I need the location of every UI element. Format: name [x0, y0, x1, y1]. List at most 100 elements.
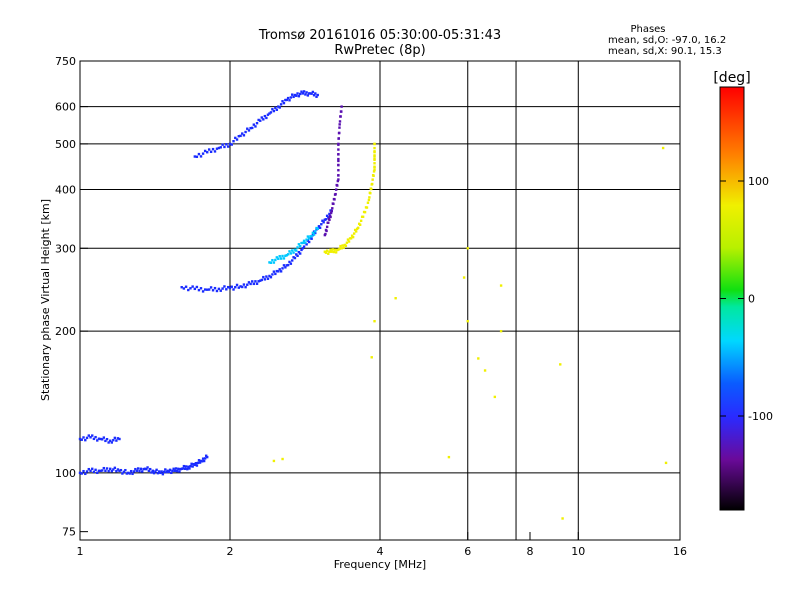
- data-point: [207, 148, 211, 151]
- data-point: [321, 219, 324, 222]
- data-point: [110, 469, 113, 473]
- data-point: [119, 468, 123, 472]
- data-point: [159, 471, 162, 475]
- data-point: [337, 137, 341, 140]
- data-point: [97, 437, 101, 440]
- data-point: [342, 246, 345, 249]
- data-point: [125, 472, 129, 475]
- data-point: [203, 149, 207, 153]
- data-point: [304, 93, 307, 96]
- data-point: [561, 517, 564, 520]
- data-point: [180, 286, 183, 289]
- data-point: [266, 113, 270, 116]
- data-point: [150, 471, 153, 474]
- data-point: [211, 147, 215, 151]
- data-point: [332, 250, 336, 254]
- data-point: [197, 459, 201, 462]
- data-point: [107, 469, 110, 473]
- data-point: [84, 472, 87, 476]
- data-point: [219, 146, 222, 149]
- data-point: [251, 126, 254, 130]
- data-point: [289, 262, 293, 265]
- data-point: [325, 225, 329, 229]
- data-point: [341, 244, 344, 247]
- data-point: [201, 290, 205, 293]
- data-point: [189, 464, 192, 468]
- data-point: [337, 163, 340, 167]
- data-point: [244, 285, 247, 289]
- data-point: [178, 470, 181, 473]
- data-point: [300, 241, 303, 245]
- data-point: [92, 437, 96, 441]
- data-point: [145, 467, 148, 471]
- data-point: [219, 289, 222, 292]
- data-point: [307, 240, 311, 244]
- data-point: [102, 436, 106, 439]
- data-point: [297, 243, 301, 246]
- data-point: [263, 278, 267, 281]
- data-point: [369, 192, 372, 195]
- data-point: [221, 143, 224, 146]
- data-point: [138, 469, 141, 473]
- data-point: [226, 285, 230, 289]
- data-point: [483, 369, 487, 372]
- data-point: [142, 467, 145, 471]
- data-point: [466, 247, 469, 250]
- data-point: [198, 461, 202, 464]
- data-point: [182, 464, 186, 468]
- data-point: [337, 142, 340, 146]
- data-point: [314, 92, 317, 95]
- data-point: [200, 460, 204, 463]
- data-point: [477, 357, 480, 360]
- data-point: [291, 249, 294, 252]
- data-point: [78, 437, 82, 441]
- data-point: [191, 285, 194, 288]
- data-point: [340, 110, 343, 113]
- data-point: [281, 457, 284, 461]
- data-point: [239, 134, 242, 138]
- data-point: [328, 250, 331, 253]
- data-point: [241, 285, 244, 289]
- data-point: [115, 439, 118, 442]
- data-point: [329, 248, 332, 251]
- data-point: [285, 254, 288, 257]
- data-point: [272, 459, 276, 463]
- data-point: [330, 209, 333, 213]
- data-point: [340, 247, 343, 250]
- data-point: [373, 168, 376, 172]
- data-point: [661, 146, 665, 150]
- data-point: [259, 119, 262, 122]
- data-point: [320, 223, 323, 226]
- data-point: [197, 288, 201, 292]
- data-point: [160, 470, 163, 473]
- data-point: [322, 221, 325, 224]
- data-point: [279, 103, 283, 106]
- data-point: [302, 90, 306, 93]
- y-tick-label: 100: [55, 467, 76, 480]
- data-point: [329, 211, 333, 215]
- data-point: [174, 467, 178, 470]
- data-point: [298, 252, 302, 255]
- data-point: [333, 198, 336, 201]
- data-point: [358, 223, 362, 226]
- data-point: [101, 469, 104, 472]
- data-point: [281, 267, 284, 270]
- data-point: [306, 239, 310, 242]
- data-point: [289, 252, 293, 255]
- data-point: [173, 469, 177, 473]
- data-point: [316, 93, 319, 97]
- data-point: [132, 470, 136, 473]
- data-point: [363, 210, 367, 214]
- data-point: [338, 120, 342, 123]
- data-point: [217, 146, 221, 150]
- data-point: [193, 155, 197, 158]
- data-point: [228, 142, 232, 146]
- y-tick-label: 750: [55, 55, 76, 68]
- data-point: [241, 132, 244, 135]
- data-point: [247, 281, 251, 284]
- data-point: [121, 472, 124, 475]
- data-point: [371, 178, 374, 181]
- data-point: [278, 254, 281, 258]
- data-point: [272, 109, 276, 113]
